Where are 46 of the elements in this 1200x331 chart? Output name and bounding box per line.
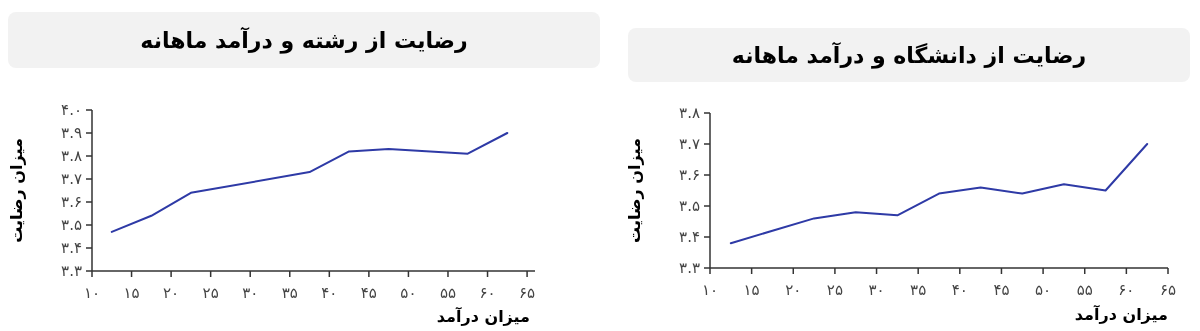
y-tick-label: ۳.۳	[679, 259, 700, 277]
x-axis-title: میزان درآمد	[1074, 304, 1168, 324]
y-tick-label: ۳.۵	[61, 216, 82, 234]
y-tick-label: ۳.۴	[679, 228, 700, 246]
x-tick-label: ۶۵	[519, 284, 536, 302]
y-tick-label: ۳.۹	[61, 124, 82, 142]
x-tick-label: ۴۰	[321, 284, 338, 302]
y-tick-label: ۳.۴	[61, 239, 82, 257]
y-tick-label: ۳.۷	[61, 170, 82, 188]
chart-title: رضایت از رشته و درآمد ماهانه	[140, 26, 468, 54]
x-tick-label: ۳۰	[868, 281, 885, 299]
x-tick-label: ۲۵	[202, 284, 219, 302]
y-axis-title: میزان رضایت	[625, 138, 644, 243]
line-series	[110, 132, 509, 233]
y-tick-label: ۳.۷	[679, 135, 700, 153]
y-tick-label: ۳.۸	[61, 147, 82, 165]
x-tick-label: ۲۰	[163, 284, 180, 302]
x-tick-label: ۵۵	[1076, 281, 1093, 299]
x-tick-label: ۴۵	[993, 281, 1010, 299]
x-tick-label: ۴۰	[951, 281, 968, 299]
y-tick-label: ۴.۰	[61, 101, 82, 119]
x-tick-label: ۵۵	[439, 284, 457, 302]
y-tick-label: ۳.۶	[61, 193, 82, 211]
x-tick-label: ۶۰	[479, 284, 496, 302]
x-tick-label: ۲۵	[826, 281, 843, 299]
line-series	[729, 143, 1149, 245]
x-tick-label: ۶۰	[1118, 281, 1135, 299]
x-tick-label: ۱۵	[123, 284, 140, 302]
y-tick-label: ۳.۵	[679, 197, 700, 215]
y-tick-label: ۳.۸	[679, 104, 700, 122]
x-tick-label: ۱۰	[701, 281, 719, 299]
y-tick-label: ۳.۳	[61, 262, 82, 280]
x-tick-label: ۵۰	[1035, 281, 1052, 299]
x-tick-label: ۱۵	[743, 281, 760, 299]
x-tick-label: ۴۵	[360, 284, 377, 302]
x-axis-title: میزان درآمد	[436, 306, 530, 326]
x-tick-label: ۲۰	[785, 281, 802, 299]
x-tick-label: ۳۰	[242, 284, 259, 302]
y-axis-title: میزان رضایت	[7, 138, 26, 243]
x-tick-label: ۵۰	[400, 284, 417, 302]
x-tick-label: ۱۰	[83, 284, 101, 302]
x-tick-label: ۳۵	[910, 281, 927, 299]
y-tick-label: ۳.۶	[679, 166, 700, 184]
x-tick-label: ۶۵	[1159, 281, 1177, 299]
chart-title: رضایت از دانشگاه و درآمد ماهانه	[731, 41, 1087, 69]
x-tick-label: ۳۵	[281, 284, 298, 302]
